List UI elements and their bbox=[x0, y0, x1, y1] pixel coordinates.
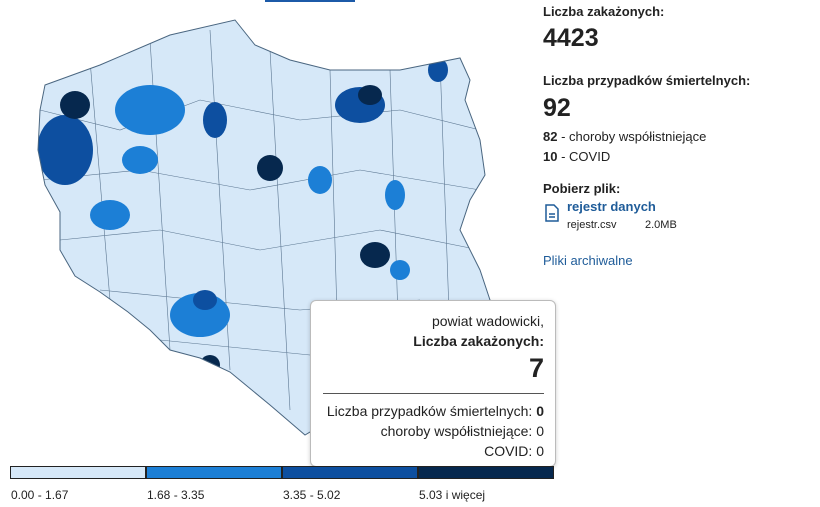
district-borders bbox=[39, 29, 481, 421]
legend-label: 1.68 - 3.35 bbox=[147, 488, 205, 502]
tooltip-covid-row: COVID: 0 bbox=[484, 443, 544, 459]
tooltip-deaths-row: Liczba przypadków śmiertelnych: 0 bbox=[327, 403, 544, 419]
district bbox=[193, 290, 217, 310]
tooltip-divider bbox=[323, 393, 544, 394]
legend-swatch bbox=[282, 466, 418, 479]
file-size: 2.0MB bbox=[645, 219, 677, 231]
district bbox=[60, 91, 90, 119]
legend-label: 3.35 - 5.02 bbox=[283, 488, 341, 502]
tooltip-infected: 7 bbox=[528, 353, 544, 383]
file-icon bbox=[545, 204, 559, 222]
download-title: Pobierz plik: bbox=[543, 181, 621, 196]
infected-value: 4423 bbox=[543, 24, 599, 52]
tooltip: powiat wadowicki, Liczba zakażonych: 7 L… bbox=[310, 300, 556, 467]
district bbox=[203, 102, 227, 138]
legend-label: 5.03 i więcej bbox=[419, 488, 486, 502]
archive-link[interactable]: Pliki archiwalne bbox=[543, 253, 633, 268]
district bbox=[38, 115, 93, 185]
tooltip-name: powiat wadowicki, bbox=[431, 313, 544, 329]
legend: 0.00 - 1.67 1.68 - 3.35 3.35 - 5.02 5.03 i … bbox=[10, 466, 554, 506]
tooltip-deaths-label: Liczba przypadków śmiertelnych: bbox=[326, 403, 533, 419]
legend-swatch bbox=[10, 466, 146, 479]
tooltip-covid: 0 bbox=[536, 443, 544, 459]
tooltip-infected-label: Liczba zakażonych: bbox=[413, 333, 544, 349]
infected-label: Liczba zakażonych: bbox=[543, 4, 665, 19]
download-link[interactable]: rejestr danych bbox=[567, 199, 656, 214]
district bbox=[428, 58, 448, 82]
file-name: rejestr.csv bbox=[567, 219, 617, 231]
tooltip-comorbid-label: choroby współistniejące: bbox=[380, 423, 533, 439]
districts-shaded bbox=[38, 58, 448, 375]
comorbid-row: 82 - choroby współistniejące bbox=[543, 129, 706, 144]
legend-swatch bbox=[146, 466, 282, 479]
district bbox=[257, 155, 283, 181]
top-bar bbox=[265, 0, 355, 2]
tooltip-comorbid-row: choroby współistniejące: 0 bbox=[381, 423, 544, 439]
covid-count: 10 bbox=[543, 149, 558, 164]
district bbox=[122, 146, 158, 174]
district bbox=[115, 85, 185, 135]
district bbox=[385, 180, 405, 210]
deaths-value: 92 bbox=[543, 94, 571, 122]
comorbid-count: 82 bbox=[543, 129, 558, 144]
covid-row: 10 - COVID bbox=[543, 149, 610, 164]
district bbox=[390, 260, 410, 280]
district bbox=[308, 166, 332, 194]
district bbox=[90, 200, 130, 230]
tooltip-deaths: 0 bbox=[536, 403, 544, 419]
district bbox=[360, 242, 390, 268]
legend-swatch bbox=[418, 466, 554, 479]
covid-label: - COVID bbox=[561, 149, 611, 164]
tooltip-comorbid: 0 bbox=[536, 423, 544, 439]
tooltip-covid-label: COVID: bbox=[484, 443, 533, 459]
district bbox=[200, 355, 220, 375]
comorbid-label: - choroby współistniejące bbox=[561, 129, 707, 144]
legend-label: 0.00 - 1.67 bbox=[11, 488, 69, 502]
deaths-label: Liczba przypadków śmiertelnych: bbox=[543, 73, 751, 88]
district bbox=[358, 85, 382, 105]
